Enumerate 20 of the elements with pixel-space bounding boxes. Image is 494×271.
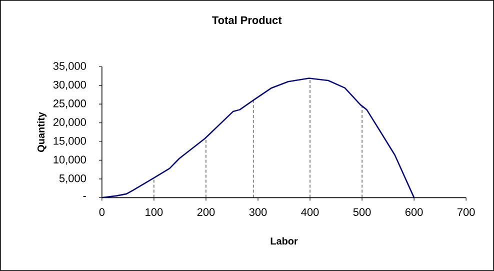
x-tick-label: 400 (301, 208, 319, 216)
x-tick-label: 300 (249, 208, 267, 216)
chart-title: Total Product (212, 16, 282, 24)
x-tick-label: 100 (146, 208, 163, 216)
y-tick-label: 30,000 (53, 80, 86, 90)
y-tick-label: 5,000 (59, 174, 86, 184)
x-tick-label: 700 (458, 208, 475, 216)
x-tick-label: 500 (353, 208, 371, 216)
line-series (102, 78, 415, 198)
y-tick-label: 25,000 (53, 100, 86, 109)
y-tick-label: - (83, 196, 86, 197)
y-tick-label: 15,000 (54, 137, 86, 146)
y-axis-title: Quantity (37, 112, 46, 152)
x-tick-label: 200 (197, 208, 215, 216)
y-tick-label: 10,000 (54, 156, 86, 165)
x-tick-label: 0 (99, 208, 105, 216)
x-axis-title: Labor (270, 237, 298, 245)
x-tick-label: 600 (405, 208, 423, 216)
y-tick-label: 20,000 (53, 118, 86, 128)
y-tick-label: 35,000 (53, 62, 86, 72)
